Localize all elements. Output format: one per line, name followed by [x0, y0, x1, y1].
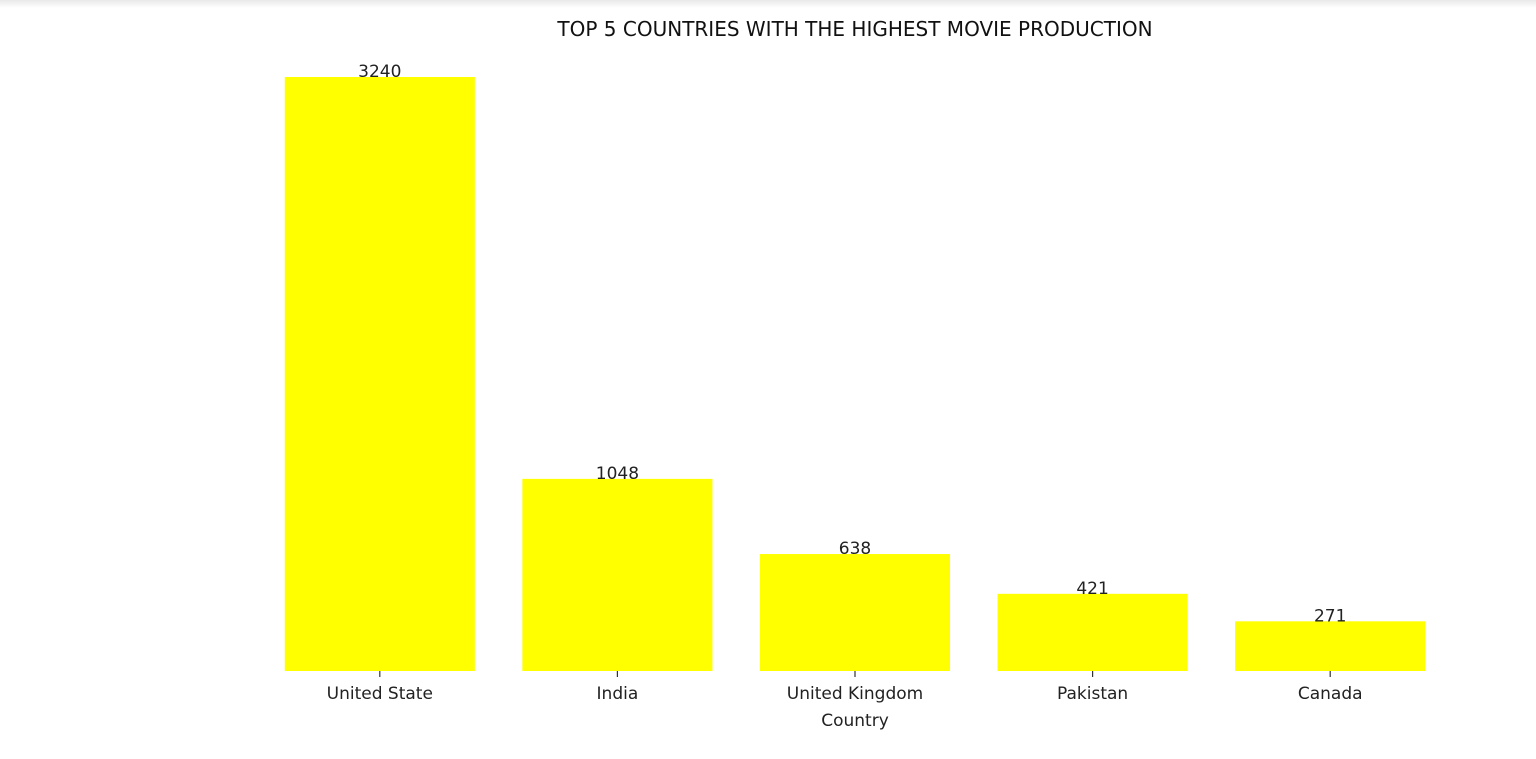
value-label-india: 1048	[596, 464, 639, 484]
bar-united-state	[284, 77, 475, 671]
value-label-united-state: 3240	[358, 62, 401, 82]
value-label-canada: 271	[1314, 606, 1346, 626]
chart-title: TOP 5 COUNTRIES WITH THE HIGHEST MOVIE P…	[556, 17, 1152, 41]
value-label-united-kingdom: 638	[839, 539, 871, 559]
x-tick-label-pakistan: Pakistan	[1057, 684, 1128, 704]
bars-group	[284, 77, 1426, 671]
bar-canada	[1235, 621, 1426, 671]
bar-india	[522, 478, 713, 671]
x-tick-label-canada: Canada	[1298, 684, 1363, 704]
x-ticks-group	[379, 671, 1331, 677]
x-axis-label: Country	[821, 711, 889, 731]
bar-pakistan	[997, 593, 1188, 671]
x-tick-label-india: India	[597, 684, 639, 704]
value-label-pakistan: 421	[1076, 579, 1108, 599]
x-tick-label-united-state: United State	[327, 684, 433, 704]
value-labels-group: 3240 1048 638 421 271	[358, 62, 1346, 626]
x-tick-labels-group: United State India United Kingdom Pakistan C…	[327, 684, 1363, 704]
bar-united-kingdom	[759, 554, 951, 671]
top-edge-shadow	[0, 0, 1536, 8]
x-tick-label-united-kingdom: United Kingdom	[787, 684, 923, 704]
